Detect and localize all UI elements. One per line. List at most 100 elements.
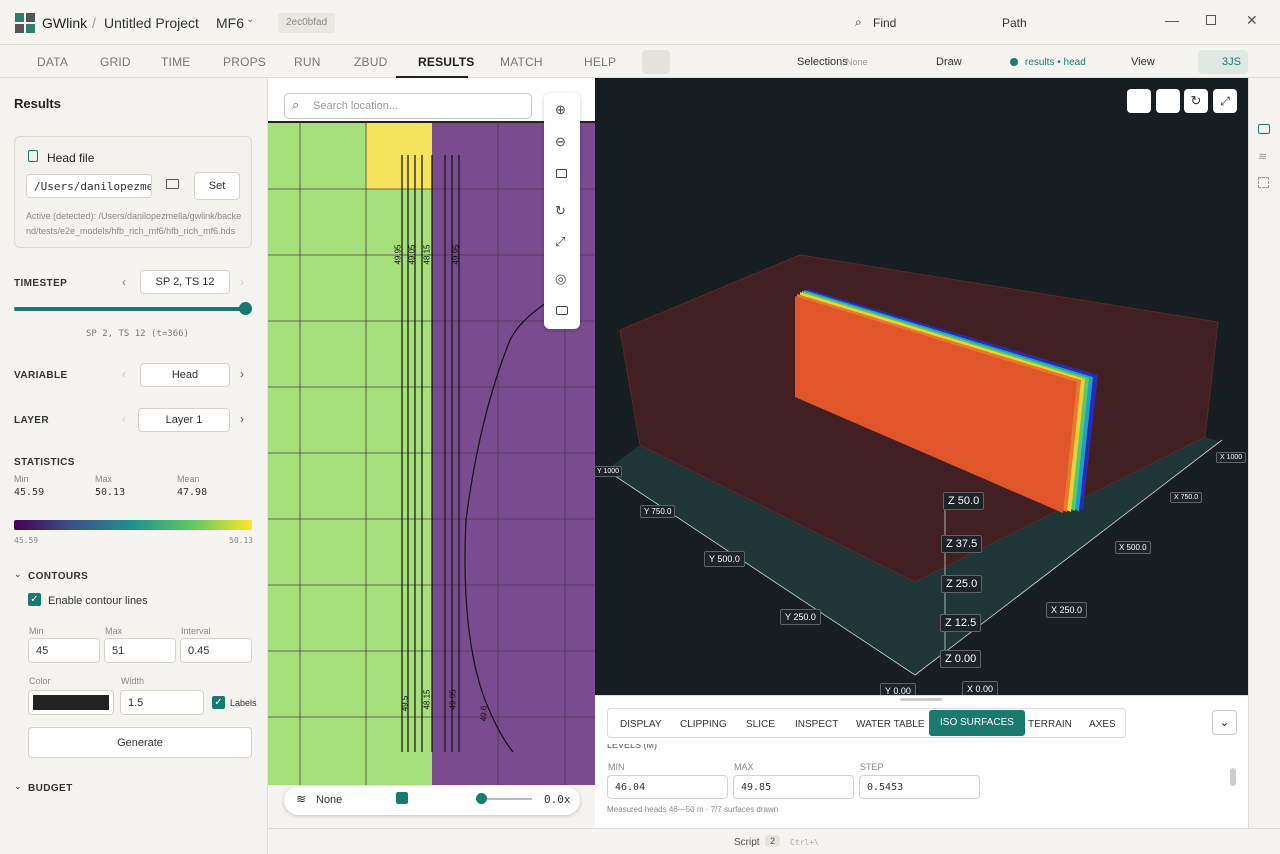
interval-input[interactable]: 0.45 (180, 638, 252, 663)
stat-value: 50.13 (95, 487, 126, 498)
nav-tab-active[interactable]: RESULTS (418, 55, 475, 69)
selections[interactable]: Selections (797, 56, 848, 68)
width-input[interactable]: 1.5 (120, 690, 204, 715)
step-input[interactable]: 0.5453 (859, 775, 980, 799)
layer-select[interactable]: Layer 1 (138, 408, 230, 432)
viewer-tab-active[interactable]: ISO SURFACES (929, 710, 1025, 736)
folder-button[interactable] (166, 179, 179, 189)
search-input[interactable]: Search location... (284, 93, 532, 119)
viewer-tab[interactable]: TERRAIN (1028, 719, 1072, 730)
separator: / (92, 15, 96, 31)
next[interactable]: › (240, 412, 244, 426)
view-menu[interactable]: View (1131, 56, 1155, 68)
timestep-select[interactable]: SP 2, TS 12 (140, 270, 230, 294)
speed-slider[interactable] (476, 798, 532, 800)
model-menu[interactable]: MF6 (216, 15, 244, 31)
rail-icon[interactable] (1258, 177, 1269, 188)
collapse[interactable]: ⌄ (14, 569, 22, 579)
nav-tab[interactable]: ZBUD (354, 55, 388, 69)
draw-menu[interactable]: Draw (936, 56, 962, 68)
viewer-tab[interactable]: INSPECT (795, 719, 839, 730)
section-title[interactable]: BUDGET (28, 783, 73, 794)
next[interactable]: › (240, 275, 244, 289)
axis-label: X 750.0 (1170, 492, 1203, 503)
collapse-panel[interactable]: ⌄ (1212, 710, 1237, 735)
color-input[interactable] (28, 690, 114, 715)
timestep-slider[interactable] (14, 307, 252, 311)
path-input[interactable]: /Users/danilopezmel (26, 174, 152, 198)
minimize[interactable]: — (1165, 12, 1179, 28)
rail-icon[interactable]: ≋ (1258, 151, 1268, 163)
screenshot[interactable] (556, 306, 568, 315)
viewer-tab[interactable]: AXES (1089, 719, 1116, 730)
path-button[interactable]: Path (1002, 16, 1027, 30)
section-title[interactable]: CONTOURS (28, 571, 89, 582)
reset-button[interactable]: ↻ (1184, 89, 1208, 113)
rotate[interactable]: ↻ (555, 203, 566, 218)
set-button[interactable]: Set (194, 172, 240, 200)
nav-tab[interactable]: MATCH (500, 55, 543, 69)
label: VARIABLE (14, 370, 68, 381)
compass[interactable]: ◎ (555, 271, 567, 286)
collapse[interactable]: ⌄ (14, 781, 22, 791)
checkbox[interactable]: ✓ (28, 593, 41, 606)
prev[interactable]: ‹ (122, 412, 126, 426)
nav-tab[interactable]: RUN (294, 55, 321, 69)
axis-label: X 1000 (1216, 452, 1247, 463)
script-button[interactable]: Script (734, 837, 760, 848)
zoom-out[interactable]: ⊖ (555, 134, 566, 149)
min-input[interactable]: 45 (28, 638, 100, 663)
checkbox[interactable]: ✓ (212, 696, 225, 709)
max-input[interactable]: 51 (104, 638, 176, 663)
map-canvas (268, 121, 595, 785)
viewer-tab[interactable]: CLIPPING (680, 719, 727, 730)
rail-icon[interactable] (1258, 124, 1270, 134)
tab-strip (607, 708, 1126, 738)
snapshot-button[interactable] (1127, 89, 1151, 113)
layer-chip[interactable]: results • head (1025, 57, 1086, 68)
contour-label: 48.15 (422, 689, 432, 710)
basemap-select[interactable]: None (316, 794, 343, 806)
slider-thumb[interactable] (239, 302, 252, 315)
grid-toggle[interactable] (396, 792, 408, 804)
viewer-tab[interactable]: SLICE (746, 719, 775, 730)
nav-tab[interactable]: DATA (37, 55, 69, 69)
nav-tab[interactable]: PROPS (223, 55, 267, 69)
slider-thumb[interactable] (476, 793, 487, 804)
renderer-toggle[interactable]: 3JS (1222, 56, 1241, 68)
pan-tool[interactable] (642, 50, 670, 74)
nav-tab[interactable]: GRID (100, 55, 131, 69)
maximize[interactable] (1206, 15, 1216, 25)
zoom-in[interactable]: ⊕ (555, 102, 566, 117)
viewer-tab[interactable]: WATER TABLE (856, 719, 925, 730)
axis-label: X 0.00 (962, 681, 999, 697)
fullscreen-button[interactable]: ⤢ (1213, 89, 1237, 113)
close[interactable]: ✕ (1246, 12, 1258, 28)
generate-button[interactable]: Generate (28, 727, 252, 758)
find-button[interactable]: Find (873, 16, 897, 30)
prev[interactable]: ‹ (122, 275, 126, 289)
nav-tab[interactable]: TIME (161, 55, 191, 69)
prev[interactable]: ‹ (122, 367, 126, 381)
right-rail (1248, 78, 1280, 828)
resize-handle[interactable] (900, 698, 942, 701)
checkbox-label: Enable contour lines (48, 595, 148, 607)
nav-tab[interactable]: HELP (584, 55, 617, 69)
fit[interactable]: ⤢ (555, 234, 566, 249)
speed-value: 0.0x (544, 793, 571, 806)
viewer-tab[interactable]: DISPLAY (620, 719, 662, 730)
field-label: Color (29, 676, 51, 686)
scrollbar[interactable] (1230, 768, 1236, 786)
axis-label: Y 750.0 (640, 505, 676, 518)
settings-button[interactable] (1156, 89, 1180, 113)
contour-label: 48.15 (422, 244, 432, 265)
color-swatch (33, 695, 109, 710)
min-input[interactable]: 46.04 (607, 775, 728, 799)
lock[interactable] (556, 169, 567, 178)
next[interactable]: › (240, 367, 244, 381)
project-name[interactable]: Untitled Project (104, 15, 199, 31)
variable-select[interactable]: Head (140, 363, 230, 387)
max-input[interactable]: 49.85 (733, 775, 854, 799)
colorbar-min: 45.59 (14, 536, 39, 545)
scene (605, 254, 1223, 676)
